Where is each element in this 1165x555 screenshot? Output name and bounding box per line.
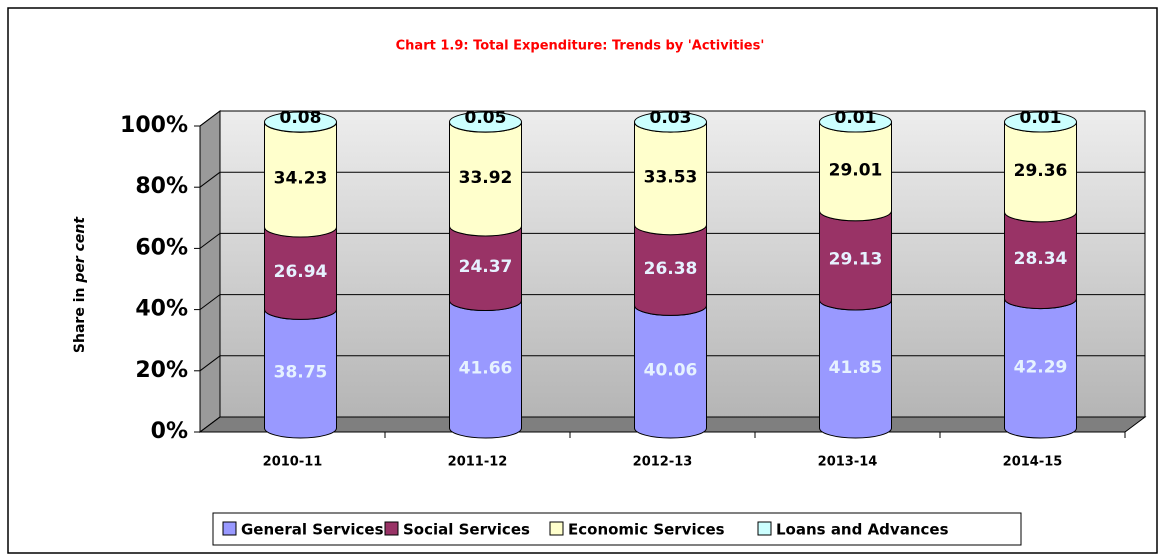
- y-label-text: Share in: [72, 288, 88, 354]
- data-label: 29.36: [1014, 161, 1068, 181]
- bar-segment: [448, 111, 523, 133]
- grid-line-side: [199, 355, 221, 372]
- y-tick-label: 0%: [151, 419, 188, 444]
- y-tick-label: 100%: [120, 113, 188, 138]
- data-label: 24.37: [459, 257, 513, 277]
- grid-line-side: [199, 416, 221, 433]
- bar-segment: [263, 111, 338, 133]
- data-label: 0.08: [280, 108, 322, 128]
- legend-label: General Services: [241, 521, 384, 539]
- chart-title: Chart 1.9: Total Expenditure: Trends by …: [396, 39, 765, 54]
- side-wall: [199, 110, 221, 433]
- legend-box: [212, 512, 1022, 546]
- data-label: 41.85: [829, 358, 883, 378]
- bar-segment: [818, 111, 893, 133]
- x-tick-label: 2013-14: [818, 455, 878, 470]
- grid-line-side: [199, 294, 221, 311]
- data-label: 41.66: [459, 358, 513, 378]
- bar-segment: [633, 111, 708, 133]
- grid-line-side: [199, 110, 221, 127]
- legend-swatch: [222, 521, 237, 536]
- data-label: 38.75: [274, 363, 328, 383]
- legend-swatch: [384, 521, 399, 536]
- data-label: 0.01: [835, 108, 877, 128]
- data-label: 0.01: [1020, 108, 1062, 128]
- legend-label: Social Services: [403, 521, 530, 539]
- bar-segment: [1003, 111, 1078, 133]
- y-tick-label: 20%: [135, 358, 188, 383]
- legend-label: Economic Services: [568, 521, 725, 539]
- grid-line-side: [199, 232, 221, 249]
- y-tick-label: 40%: [135, 297, 188, 322]
- y-axis-label: Share in per cent: [72, 216, 88, 353]
- data-label: 26.94: [274, 262, 328, 282]
- x-tick-label: 2012-13: [633, 455, 693, 470]
- data-label: 34.23: [274, 169, 328, 189]
- grid-line-side: [199, 171, 221, 188]
- y-tick-label: 60%: [135, 235, 188, 260]
- data-label: 26.38: [644, 259, 698, 279]
- data-label: 0.05: [465, 108, 507, 128]
- legend-label: Loans and Advances: [776, 521, 949, 539]
- x-tick-label: 2014-15: [1003, 455, 1063, 470]
- x-tick-label: 2010-11: [263, 455, 323, 470]
- data-label: 33.53: [644, 167, 698, 187]
- data-label: 40.06: [644, 361, 698, 381]
- legend-swatch: [757, 521, 772, 536]
- data-label: 28.34: [1014, 249, 1068, 269]
- y-label-italic: per cent: [72, 216, 88, 284]
- data-label: 42.29: [1014, 357, 1068, 377]
- data-label: 33.92: [459, 168, 513, 188]
- data-label: 29.01: [829, 160, 883, 180]
- data-label: 0.03: [650, 108, 692, 128]
- legend-swatch: [549, 521, 564, 536]
- y-tick-label: 80%: [135, 174, 188, 199]
- x-tick-label: 2011-12: [448, 455, 508, 470]
- data-label: 29.13: [829, 249, 883, 269]
